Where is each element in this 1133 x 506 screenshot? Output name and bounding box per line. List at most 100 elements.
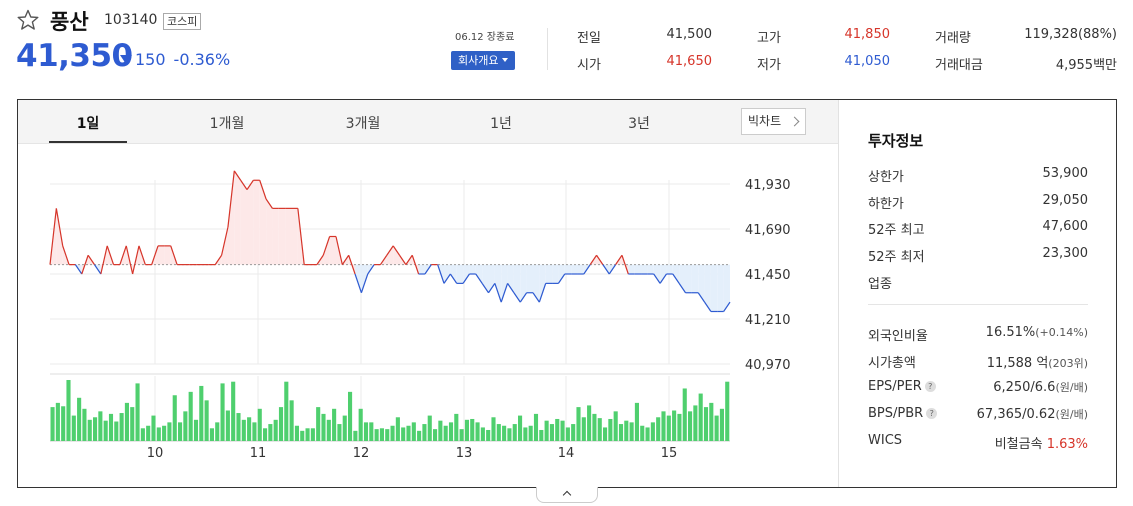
- price-fill-down: [628, 264, 635, 274]
- price-fill-down: [450, 264, 457, 284]
- price-fill-down: [685, 264, 692, 293]
- price-fill-down: [475, 264, 483, 284]
- price-line-down: [519, 292, 528, 303]
- upper-limit-value: 53,900: [1042, 166, 1089, 181]
- price-line-up: [119, 245, 127, 265]
- active-tab-indicator: [49, 141, 127, 143]
- price-line-up: [240, 179, 248, 190]
- x-tick-label: 15: [661, 446, 678, 461]
- volume-bar: [661, 411, 666, 441]
- price-line-up: [55, 208, 64, 246]
- volume-bar: [438, 420, 443, 441]
- big-chart-button[interactable]: 빅차트: [741, 108, 806, 135]
- volume-bar: [544, 420, 549, 441]
- volume-bar: [379, 428, 384, 441]
- volume-bar: [374, 429, 379, 441]
- help-icon[interactable]: ?: [924, 381, 936, 392]
- collapse-toggle[interactable]: [536, 487, 598, 503]
- wics-row: WICS 비철금속 1.63%: [868, 433, 1088, 452]
- down-triangle-icon: [120, 55, 132, 64]
- low52-row: 52주 최저 23,300: [868, 246, 1088, 265]
- tab-1day[interactable]: 1일: [76, 116, 100, 132]
- price-fill-up: [240, 180, 248, 265]
- price-fill-down: [717, 264, 724, 312]
- volume-bar: [124, 402, 129, 441]
- price-line-up: [335, 236, 343, 265]
- price-line-up: [100, 245, 108, 275]
- volume-bar: [257, 408, 262, 441]
- amount-label: 거래대금: [935, 58, 983, 73]
- price-fill-down: [488, 264, 495, 293]
- price-fill-up: [56, 208, 63, 265]
- volume-bar: [273, 419, 278, 441]
- volume-bar: [284, 381, 289, 441]
- bps-pbr-row: BPS/PBR? 67,365/0.62(원/배): [868, 406, 1088, 424]
- y-tick-label: 40,970: [745, 358, 791, 373]
- price-line-up: [589, 254, 598, 265]
- volume-bar: [650, 422, 655, 441]
- price-line-up: [297, 208, 305, 265]
- change-percent: -0.36%: [173, 50, 231, 69]
- star-icon[interactable]: [16, 8, 40, 32]
- volume-bar: [77, 397, 82, 441]
- volume-bar: [321, 413, 326, 441]
- bps-pbr-value: 67,365/0.62(원/배): [977, 406, 1088, 422]
- price-fill-up: [253, 180, 260, 265]
- chart-box: 1일 1개월 3개월 1년 3년 빅차트 41,930 41,690 41,450 4…: [17, 99, 1117, 488]
- low-value: 41,050: [844, 54, 891, 69]
- price-line-down: [500, 283, 509, 303]
- volume-bar: [480, 427, 485, 441]
- price-line-down: [488, 283, 496, 294]
- company-overview-button[interactable]: 회사개요: [451, 51, 516, 70]
- volume-bar: [608, 418, 613, 441]
- tab-1year[interactable]: 1년: [490, 116, 512, 132]
- volume-bar: [491, 417, 496, 441]
- price-fill-down: [520, 264, 527, 303]
- price-fill-down: [672, 264, 680, 284]
- volume-bar: [332, 408, 337, 441]
- price-fill-down: [571, 264, 578, 274]
- wics-sector[interactable]: 비철금속: [994, 437, 1043, 452]
- price-line-up: [316, 254, 324, 265]
- volume-bar: [549, 424, 554, 441]
- tab-1month[interactable]: 1개월: [209, 116, 245, 132]
- volume-bar: [390, 425, 395, 441]
- volume-bar: [571, 424, 576, 441]
- volume-bar: [162, 425, 167, 441]
- price-line-up: [259, 180, 267, 200]
- price-line-down: [360, 273, 369, 293]
- volume-bar: [87, 419, 92, 441]
- eps-per-unit: (원/배): [1055, 381, 1088, 394]
- price-line-up: [379, 254, 388, 265]
- price-fill-up: [158, 245, 165, 265]
- price-line-down: [481, 283, 490, 294]
- volume-bar: [156, 427, 161, 441]
- low52-label: 52주 최저: [868, 250, 925, 265]
- price-line-down: [494, 283, 502, 303]
- market-cap: 11,588: [986, 356, 1033, 371]
- y-tick-label: 41,210: [745, 313, 791, 328]
- investment-title: 투자정보: [868, 132, 924, 150]
- volume-bar: [624, 420, 629, 441]
- price-fill-up: [234, 170, 241, 265]
- price-line-down: [723, 301, 731, 312]
- price-line-up: [151, 245, 159, 265]
- stock-header: 풍산 103140 코스피 41,350 150 -0.36% 06.12 장종료…: [0, 0, 1133, 95]
- price-fill-up: [291, 208, 298, 265]
- tab-3year[interactable]: 3년: [628, 116, 650, 132]
- tab-3month[interactable]: 3개월: [345, 116, 381, 132]
- price-line-down: [462, 273, 470, 284]
- eps-per-label-wrap: EPS/PER?: [868, 379, 936, 394]
- price-fill-up: [266, 199, 273, 265]
- price-fill-down: [634, 264, 642, 274]
- stock-code: 103140: [104, 12, 158, 28]
- eps-per-row: EPS/PER? 6,250/6.6(원/배): [868, 379, 1088, 397]
- volume-bar: [597, 418, 602, 441]
- help-icon[interactable]: ?: [926, 408, 938, 419]
- amount-value: 4,955백만: [1055, 58, 1117, 73]
- volume-bar: [108, 413, 114, 441]
- volume-bar: [560, 420, 565, 441]
- market-cap-label: 시가총액: [868, 356, 916, 371]
- divider: [547, 28, 548, 70]
- price-line-up: [265, 198, 273, 209]
